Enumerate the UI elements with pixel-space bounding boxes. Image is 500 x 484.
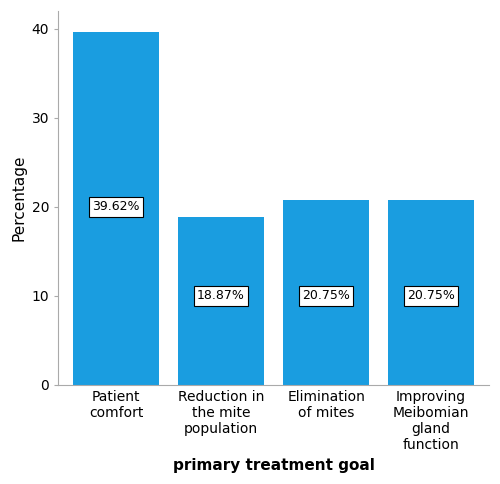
- Bar: [178, 217, 264, 385]
- Text: 39.62%: 39.62%: [92, 200, 140, 213]
- Text: 18.87%: 18.87%: [197, 289, 245, 302]
- Bar: [388, 200, 474, 385]
- Bar: [283, 200, 369, 385]
- Y-axis label: Percentage: Percentage: [11, 155, 26, 241]
- X-axis label: primary treatment goal: primary treatment goal: [172, 458, 374, 473]
- Text: 20.75%: 20.75%: [302, 289, 350, 302]
- Bar: [73, 32, 159, 385]
- Text: 20.75%: 20.75%: [407, 289, 455, 302]
